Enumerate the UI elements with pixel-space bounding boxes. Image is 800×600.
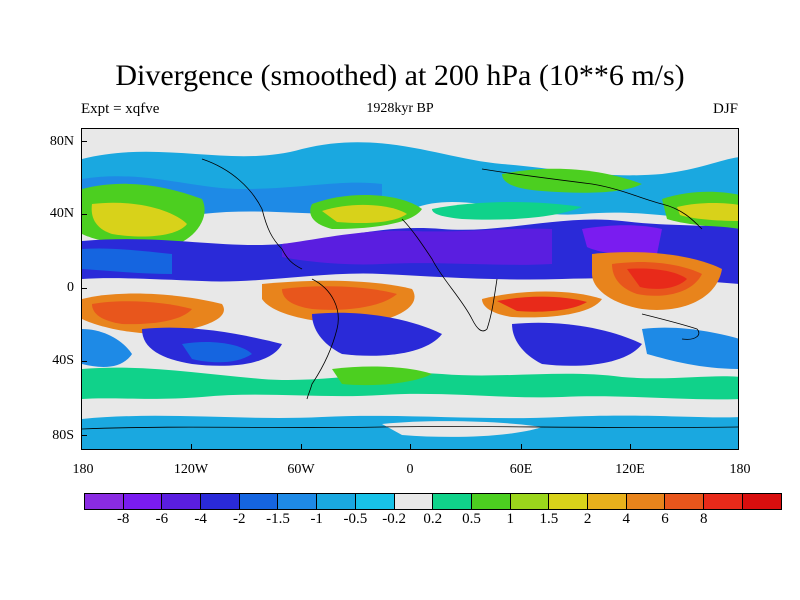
x-tick-label: 60E [509, 462, 533, 477]
colorbar-label: -1 [310, 511, 323, 527]
colorbar-box [317, 494, 356, 509]
colorbar-box [433, 494, 472, 509]
colorbar-box [239, 494, 279, 509]
colorbar-box [394, 494, 434, 509]
colorbar-label: -0.2 [382, 511, 406, 527]
colorbar-label: -4 [194, 511, 207, 527]
y-tick-label: 0 [67, 280, 74, 295]
colorbar-box [85, 494, 124, 509]
x-axis-tick [630, 444, 631, 450]
colorbar [84, 493, 783, 510]
colorbar-label: 8 [699, 511, 708, 527]
colorbar-box [742, 494, 782, 509]
colorbar-box [278, 494, 318, 509]
colorbar-label: -1.5 [266, 511, 290, 527]
colorbar-label: 1.5 [539, 511, 559, 527]
colorbar-label: -0.5 [343, 511, 368, 527]
colorbar-box [355, 494, 395, 509]
x-tick-label: 60W [287, 462, 315, 477]
y-axis-tick [81, 141, 87, 142]
y-axis-tick [81, 214, 87, 215]
colorbar-box [549, 494, 588, 509]
colorbar-label: 6 [661, 511, 669, 527]
colorbar-box [626, 494, 666, 509]
map-canvas [82, 129, 738, 449]
y-axis-tick [81, 361, 87, 362]
season-label: DJF [712, 101, 738, 117]
x-axis-tick [410, 444, 411, 450]
y-tick-label: 40S [52, 353, 74, 368]
y-axis-tick [81, 288, 87, 289]
period-label: 1928kyr BP [366, 101, 434, 116]
x-tick-label: 180 [729, 462, 751, 477]
x-axis-tick [191, 444, 192, 450]
colorbar-box [123, 494, 163, 509]
colorbar-label: 2 [583, 511, 592, 527]
x-axis-tick [301, 444, 302, 450]
y-tick-label: 40N [49, 206, 74, 221]
colorbar-label: -2 [233, 511, 246, 527]
x-tick-label: 120W [173, 462, 209, 477]
colorbar-label: -8 [116, 511, 130, 527]
colorbar-label: 4 [622, 511, 631, 527]
colorbar-box [665, 494, 704, 509]
y-tick-label: 80N [49, 134, 74, 149]
y-tick-label: 80S [52, 428, 74, 443]
colorbar-box [587, 494, 627, 509]
x-axis-tick [521, 444, 522, 450]
colorbar-box [471, 494, 511, 509]
colorbar-label: -6 [155, 511, 169, 527]
experiment-label: Expt = xqfve [81, 101, 160, 117]
colorbar-label: 1 [506, 511, 514, 527]
map-title: Divergence (smoothed) at 200 hPa (10**6 … [115, 59, 685, 92]
colorbar-box [162, 494, 202, 509]
y-axis-tick [81, 435, 87, 436]
x-tick-label: 120E [615, 462, 645, 477]
colorbar-label: 0.5 [462, 511, 481, 527]
colorbar-box [201, 494, 240, 509]
colorbar-label: 0.2 [423, 511, 443, 527]
colorbar-box [704, 494, 743, 509]
colorbar-box [510, 494, 550, 509]
x-tick-label: 180 [72, 462, 94, 477]
divergence-map [81, 128, 739, 450]
x-tick-label: 0 [406, 462, 414, 477]
